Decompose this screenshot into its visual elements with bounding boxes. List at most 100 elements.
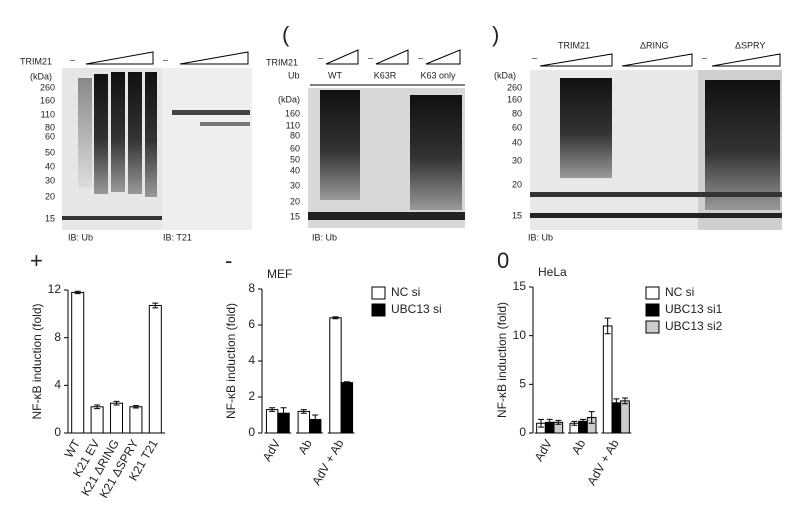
legend-label: UBC13 si1 xyxy=(665,302,723,316)
band xyxy=(308,212,465,220)
mw-label: 160 xyxy=(507,94,522,104)
mw-label: 110 xyxy=(41,109,55,119)
minus: – xyxy=(532,52,537,62)
mw-label: 60 xyxy=(290,143,300,153)
y-axis-label: NF-κB induction (fold) xyxy=(30,303,44,419)
lane xyxy=(560,78,612,178)
mw-label: 30 xyxy=(290,180,300,190)
legend-swatch xyxy=(645,303,660,317)
y-tick-label: 2 xyxy=(248,389,255,403)
mw-label: 60 xyxy=(45,131,55,141)
error-bar xyxy=(604,317,611,335)
treatment-label: TRIM21 xyxy=(266,57,298,67)
x-tick-label: AdV xyxy=(260,437,283,464)
mw-label: 30 xyxy=(45,175,55,185)
error-bar xyxy=(332,316,339,320)
group-label: ΔSPRY xyxy=(735,40,765,50)
mw-label: 15 xyxy=(45,213,55,223)
y-tick-label: 5 xyxy=(519,377,526,391)
wedge xyxy=(325,49,359,65)
membrane xyxy=(530,70,698,230)
bar xyxy=(71,291,85,434)
bar xyxy=(148,304,162,434)
y-tick-label: 10 xyxy=(513,328,527,342)
y-tick-label: 0 xyxy=(54,425,61,439)
legend-label: NC si xyxy=(665,285,694,299)
y-tick-label: 8 xyxy=(248,281,255,295)
band xyxy=(530,192,782,197)
mw-label: 50 xyxy=(290,154,300,164)
group-label: TRIM21 xyxy=(558,40,590,50)
lane xyxy=(705,80,780,210)
error-bar xyxy=(546,418,553,426)
group-label: WT xyxy=(328,70,342,80)
ub-label: Ub xyxy=(288,70,300,80)
chart-title: MEF xyxy=(267,267,292,281)
lane xyxy=(94,74,108,194)
wedge xyxy=(85,51,154,65)
blot-b: TRIM21 Ub – – – WT K63R K63 only (kDa) I… xyxy=(266,49,465,242)
lane xyxy=(145,72,157,197)
legend-label: NC si xyxy=(391,285,420,299)
unit: (kDa) xyxy=(494,70,516,80)
y-axis-label: NF-κB induction (fold) xyxy=(495,302,509,418)
bar xyxy=(602,325,613,434)
wedge xyxy=(179,51,249,65)
error-bar xyxy=(74,290,81,295)
band xyxy=(200,122,250,126)
error-bar xyxy=(588,411,595,424)
minus: – xyxy=(368,52,373,62)
mw-label: 260 xyxy=(507,82,522,92)
mw-label: 60 xyxy=(512,122,522,132)
legend-label: UBC13 si2 xyxy=(665,319,723,333)
legend-swatch xyxy=(645,320,660,334)
bar xyxy=(129,406,143,434)
mw-label: 15 xyxy=(290,211,300,221)
legend-label: UBC13 si xyxy=(391,302,442,316)
minus: – xyxy=(163,54,168,64)
mw-label: 40 xyxy=(45,161,55,171)
legend-swatch xyxy=(371,303,386,317)
unit: (kDa) xyxy=(278,94,300,104)
lane xyxy=(410,95,462,210)
y-tick-label: 15 xyxy=(513,279,527,293)
panel-label: + xyxy=(30,248,43,273)
ib-label: IB: T21 xyxy=(163,232,192,242)
mw-label: 40 xyxy=(512,137,522,147)
bar xyxy=(340,382,354,434)
error-bar xyxy=(113,400,120,406)
treatment-label: TRIM21 xyxy=(20,56,52,66)
chart-title: HeLa xyxy=(538,265,567,279)
lane xyxy=(78,78,92,188)
mw-label: 50 xyxy=(45,147,55,157)
bar xyxy=(611,402,622,434)
lane xyxy=(111,72,125,192)
error-bar xyxy=(580,418,586,424)
blot-a: TRIM21 – – (kDa) IB: Ub IB: T21 xyxy=(20,51,252,242)
y-tick-label: 0 xyxy=(519,425,526,439)
mw-label: 15 xyxy=(512,210,522,220)
legend-swatch xyxy=(645,286,660,300)
mw-label: 80 xyxy=(512,108,522,118)
mw-label: 80 xyxy=(290,130,300,140)
bar xyxy=(265,409,279,434)
mw-label: 20 xyxy=(45,191,55,201)
band xyxy=(62,216,162,220)
error-bar xyxy=(152,302,159,309)
error-bar xyxy=(300,409,307,414)
band xyxy=(172,110,250,115)
ib-label: IB: Ub xyxy=(528,232,553,242)
wedge xyxy=(621,53,693,67)
panel-label: ( xyxy=(282,22,290,47)
minus: – xyxy=(418,52,423,62)
mw-label: 20 xyxy=(512,179,522,189)
error-bar xyxy=(613,398,620,408)
bar xyxy=(109,402,124,434)
group-label: K63 only xyxy=(420,70,456,80)
error-bar xyxy=(312,414,319,425)
mw-label: 160 xyxy=(285,108,300,118)
blot-c: TRIM21 ΔRING ΔSPRY – – (kDa) IB: Ub xyxy=(494,40,782,242)
mw-label: 260 xyxy=(40,82,55,92)
error-bar xyxy=(269,407,276,412)
